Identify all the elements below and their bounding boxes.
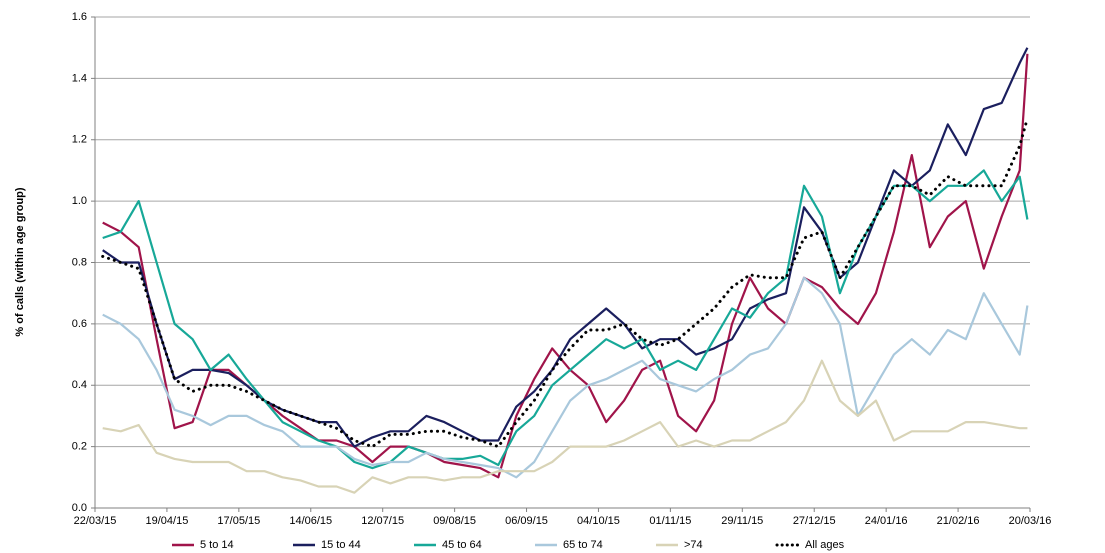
legend-label: 5 to 14 [200, 539, 234, 551]
series-line [102, 359, 1028, 494]
x-tick-label: 12/07/15 [361, 515, 404, 527]
x-tick-label: 20/03/16 [1009, 515, 1052, 527]
x-tick-label: 04/10/15 [577, 515, 620, 527]
y-tick-label: 0.8 [72, 256, 87, 268]
x-tick-label: 19/04/15 [146, 515, 189, 527]
x-tick-label: 27/12/15 [793, 515, 836, 527]
y-tick-label: 1.6 [72, 11, 87, 23]
series-line [101, 116, 1029, 449]
legend-label: 65 to 74 [563, 539, 603, 551]
legend-label: 15 to 44 [321, 539, 361, 551]
x-tick-label: 14/06/15 [289, 515, 332, 527]
x-tick-label: 17/05/15 [217, 515, 260, 527]
y-tick-label: 0.6 [72, 318, 87, 330]
legend-label: 45 to 64 [442, 539, 482, 551]
series-line [102, 276, 1029, 479]
x-tick-label: 22/03/15 [74, 515, 117, 527]
y-tick-label: 1.0 [72, 195, 87, 207]
legend-label: >74 [684, 539, 703, 551]
y-tick-label: 0.0 [72, 502, 87, 514]
y-tick-label: 1.4 [72, 72, 87, 84]
x-tick-label: 24/01/16 [865, 515, 908, 527]
legend-label: All ages [805, 539, 845, 551]
y-axis-label: % of calls (within age group) [14, 187, 26, 336]
y-tick-label: 0.4 [72, 379, 87, 391]
y-tick-label: 0.2 [72, 441, 87, 453]
x-tick-label: 29/11/15 [721, 515, 763, 527]
series-line [102, 169, 1029, 470]
x-tick-label: 01/11/15 [649, 515, 691, 527]
series-line [102, 53, 1029, 479]
x-tick-label: 09/08/15 [433, 515, 476, 527]
series-line [102, 47, 1029, 448]
y-tick-label: 1.2 [72, 134, 87, 146]
x-tick-label: 21/02/16 [937, 515, 980, 527]
x-tick-label: 06/09/15 [505, 515, 548, 527]
